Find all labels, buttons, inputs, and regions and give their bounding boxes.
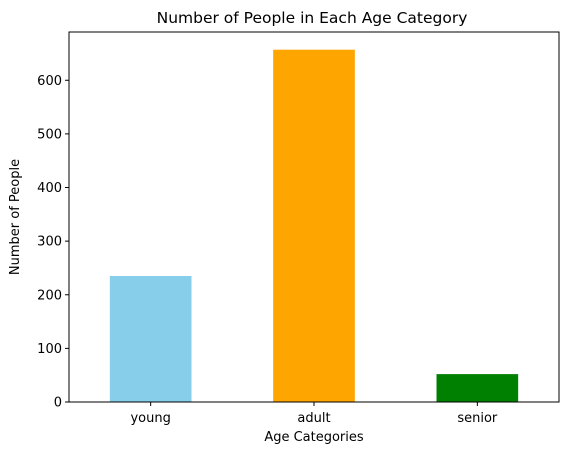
x-axis-label: Age Categories [264, 430, 364, 445]
x-tick-label: senior [457, 411, 498, 426]
x-tick-label: young [130, 411, 170, 426]
chart-title: Number of People in Each Age Category [157, 9, 468, 27]
y-tick-label: 400 [37, 181, 62, 196]
y-tick-label: 0 [54, 396, 62, 411]
x-tick-label: adult [297, 411, 330, 426]
y-tick-label: 600 [37, 74, 62, 89]
bar-senior [436, 374, 519, 402]
y-tick-label: 100 [37, 342, 62, 357]
y-tick-label: 500 [37, 127, 62, 142]
y-axis-label: Number of People [8, 159, 23, 275]
bar-adult [273, 49, 355, 403]
plot-frame [68, 31, 560, 403]
y-tick-label: 300 [37, 235, 62, 250]
y-axis: 0 100 200 300 400 500 600 [37, 74, 69, 411]
bar-young [109, 275, 192, 402]
y-tick-label: 200 [37, 288, 62, 303]
x-axis: young adult senior [130, 402, 498, 426]
bars-group [109, 49, 519, 403]
